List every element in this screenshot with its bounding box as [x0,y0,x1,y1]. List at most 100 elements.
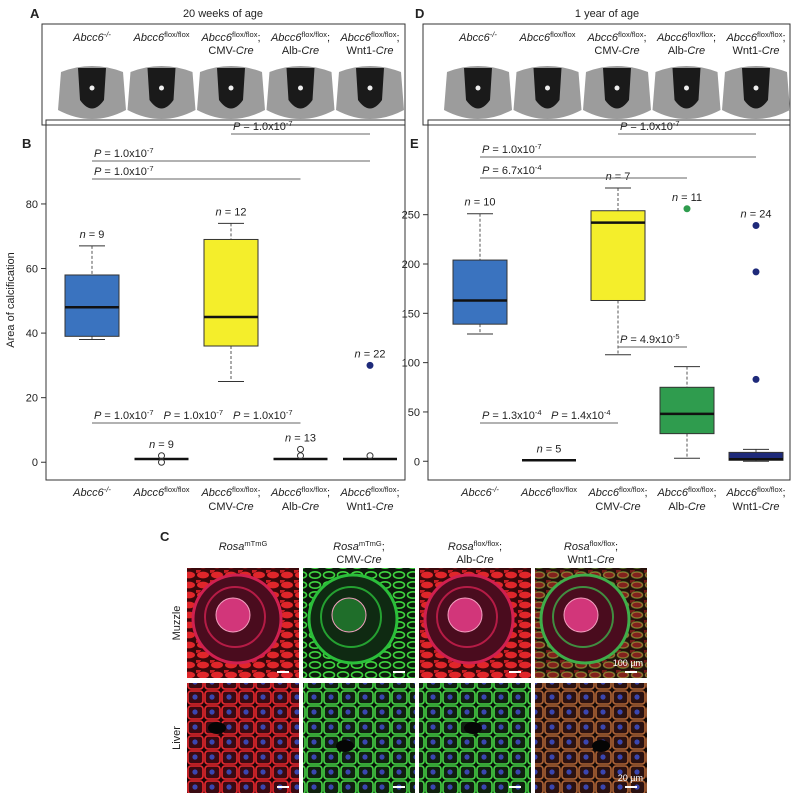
outlier [752,268,760,276]
x-tick-label: Abcc6flox/flox; [725,485,785,500]
genotype-label-part: Abcc6 [72,32,104,44]
genotype-label: Alb-Cre [668,45,705,57]
vessel [336,740,354,752]
outlier [683,205,691,213]
genotype-label-part: Wnt1- [346,45,376,57]
genotype-label: Abcc6flox/flox; [270,30,330,45]
genotype-label-part: Cre [376,45,394,57]
p-value-label-part: P [482,410,490,422]
outlier [366,361,374,369]
skull-spot [684,85,689,91]
micrograph [187,683,299,793]
p-value-label-part: = 1.0x10 [101,410,147,422]
skull-spot [545,85,550,91]
plot-frame [45,119,406,481]
x-tick-label-part: Wnt1- [732,501,762,513]
skull-spot [614,85,620,91]
x-tick-label: CMV-Cre [208,501,253,513]
box [590,210,646,301]
x-tick-label-part: ; [644,487,647,499]
follicle-core [447,597,483,633]
panel-label: D [415,6,424,21]
vessel [208,722,226,734]
skull-spot [475,85,481,91]
genotype-label-part: Abcc6 [518,32,550,44]
x-tick-label-part: flox/flox [552,485,578,494]
row-label: Liver [171,726,183,750]
x-tick-label-part: flox/flox [757,485,783,494]
genotype-label-part: flox/flox [618,30,644,39]
n-label: n = 13 [285,432,316,444]
genotype-label-part: -/- [104,30,112,39]
genotype-label-part: Abcc6 [586,32,618,44]
column-header-part: flox/flox [590,539,616,548]
p-value-label-part: -4 [604,408,611,417]
genotype-label-part: Abcc6 [458,32,490,44]
column-header-part: Rosa [448,541,474,553]
genotype-label-part: Wnt1- [732,45,762,57]
panel-label: C [160,529,170,544]
micrograph [419,683,531,793]
genotype-label-part: Cre [687,45,705,57]
x-tick-label-part: -/- [492,485,500,494]
y-tick-label: 50 [408,407,420,419]
x-tick-label: Wnt1-Cre [346,501,393,513]
genotype-label-part: Abcc6 [132,32,164,44]
genotype-label: Abcc6flox/flox; [339,30,399,45]
genotype-label: CMV-Cre [594,45,639,57]
x-tick-label-part: Alb- [668,501,688,513]
genotype-label-part: -/- [490,30,498,39]
column-header-part: ; [615,541,618,553]
genotype-label: Wnt1-Cre [346,45,393,57]
scale-label: 100 µm [613,658,643,668]
p-value-label: P = 1.0x10-7 [620,119,680,134]
y-tick-label: 40 [26,328,38,340]
x-tick-label-part: Cre [623,501,641,513]
n-label-part: = 9 [155,439,174,451]
x-tick-label-part: Abcc6 [72,487,104,499]
vessel [592,740,610,752]
genotype-label-part: Abcc6 [270,32,302,44]
p-value-label: P = 1.3x10-4 [482,408,542,423]
genotype-label: Abcc6flox/flox [132,30,189,45]
genotype-label-part: flox/flox [164,30,190,39]
x-tick-label: Abcc6flox/flox; [339,485,399,500]
x-tick-label-part: Cre [301,501,319,513]
n-label-part: n [606,171,612,183]
x-tick-label-part: Abcc6 [200,487,232,499]
n-label: n = 7 [606,171,631,183]
genotype-label: Abcc6-/- [72,30,111,45]
x-tick-label: CMV-Cre [595,501,640,513]
n-label: n = 10 [465,197,496,209]
p-value-label-part: -7 [216,408,223,417]
x-tick-label-part: ; [782,487,785,499]
outlier [752,222,760,230]
p-value-label-part: P [94,410,102,422]
outlier [297,445,304,453]
genotype-label-part: Cre [762,45,780,57]
genotype-label: Abcc6flox/flox [518,30,575,45]
column-header-part: flox/flox [474,539,500,548]
n-label-part: n [80,229,86,241]
panel-label: E [410,136,419,151]
genotype-label-part: ; [257,32,260,44]
column-header: CMV-Cre [336,554,381,566]
genotype-label-part: flox/flox [688,30,714,39]
p-value-label-part: P [482,144,490,156]
x-tick-label-part: Cre [236,501,254,513]
n-label-part: = 5 [543,443,562,455]
skull-spot [367,85,373,91]
row-label: Muzzle [171,606,183,641]
p-value-label-part: P [164,410,172,422]
x-tick-label-part: Abcc6 [460,487,492,499]
n-label-part: = 9 [86,229,105,241]
genotype-label: Alb-Cre [282,45,319,57]
p-value-label-part: P [620,121,628,133]
x-tick-label-part: flox/flox [164,485,190,494]
follicle-mid [204,586,266,648]
n-label-part: = 13 [291,432,316,444]
n-label: n = 5 [537,443,562,455]
x-tick-label: Abcc6flox/flox; [200,485,260,500]
genotype-label-part: flox/flox [371,30,397,39]
micrograph-overlay [535,683,647,793]
